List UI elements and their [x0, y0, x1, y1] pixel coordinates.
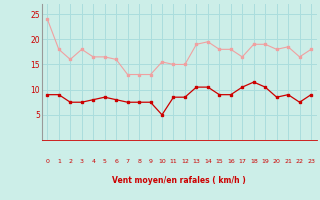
X-axis label: Vent moyen/en rafales ( km/h ): Vent moyen/en rafales ( km/h ) — [112, 176, 246, 185]
